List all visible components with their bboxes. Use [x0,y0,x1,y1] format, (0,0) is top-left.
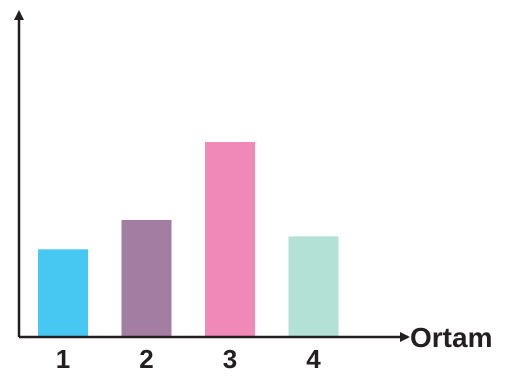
bar-2 [121,220,172,337]
x-tick-label-3: 3 [223,344,237,374]
bar-3 [205,142,255,337]
x-tick-label-4: 4 [306,344,321,374]
x-tick-label-2: 2 [139,344,153,374]
x-tick-labels: 1 2 3 4 [56,344,322,374]
bar-1 [38,249,88,338]
x-tick-label-1: 1 [56,344,70,374]
bar-4 [288,236,339,338]
x-axis-label: Ortam [410,322,492,353]
bars-layer [38,142,339,338]
